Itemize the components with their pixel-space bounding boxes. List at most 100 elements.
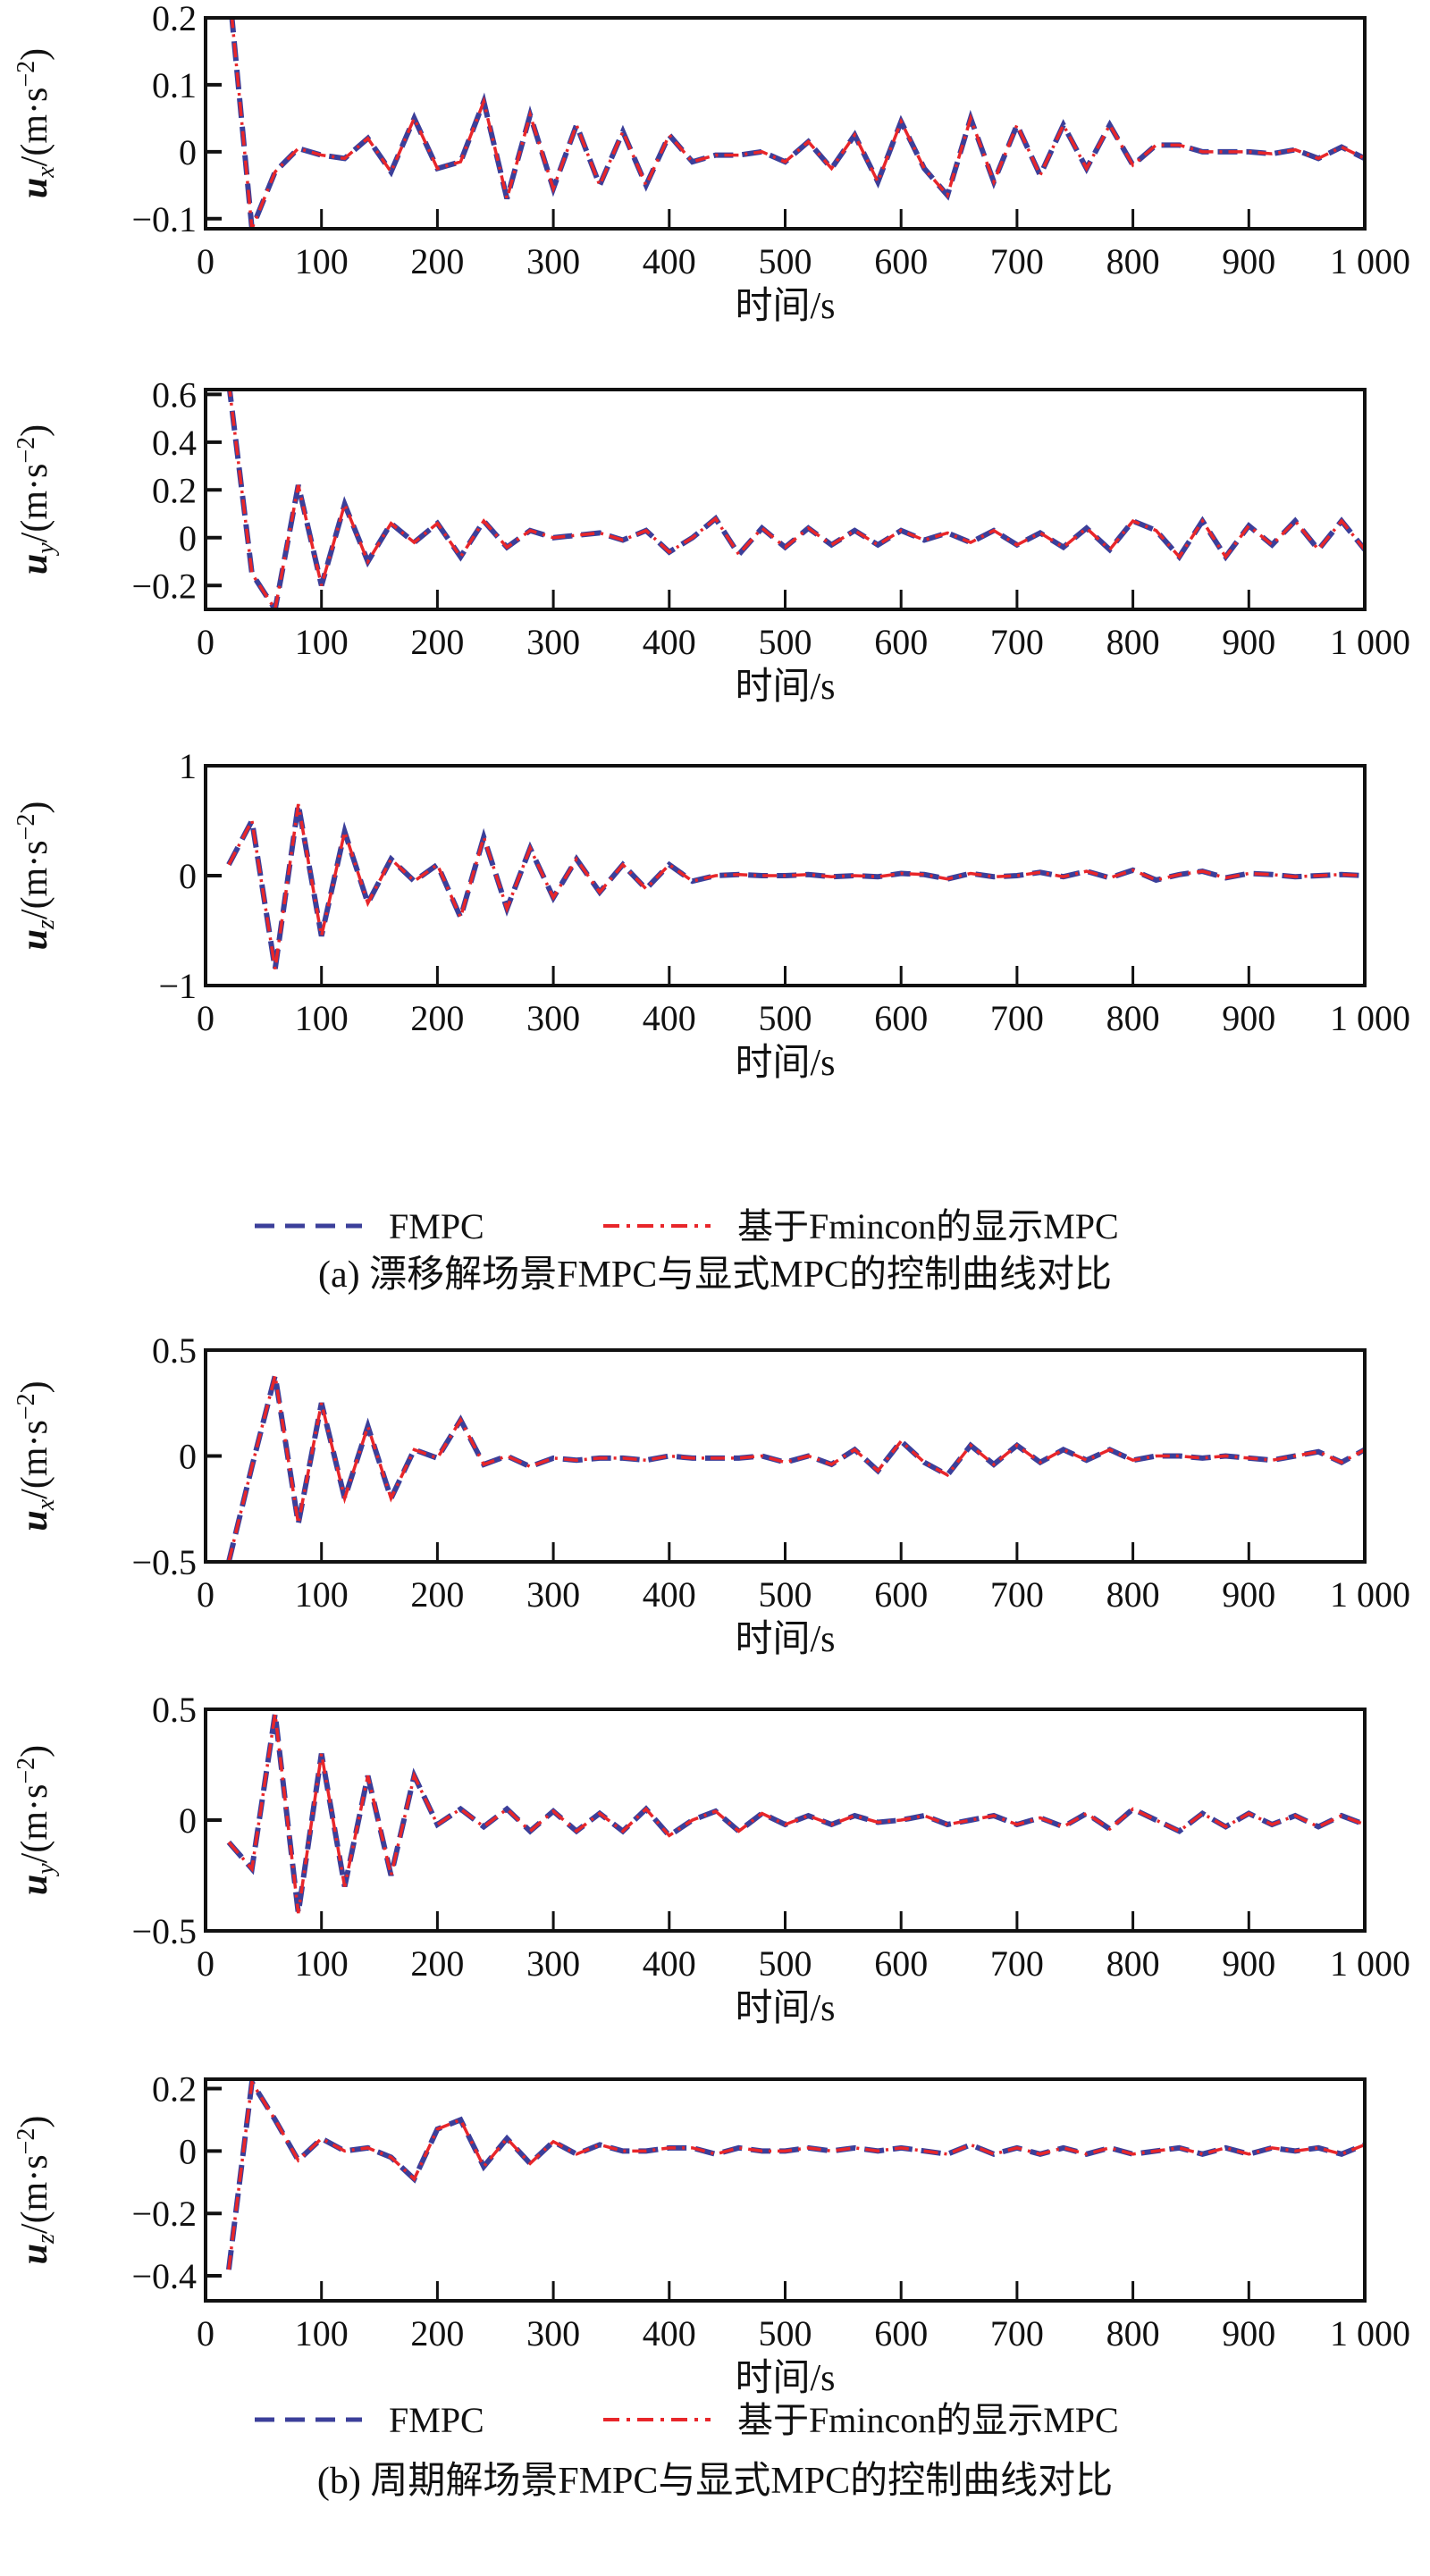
x-tick-label: 1 000 <box>1330 1574 1410 1615</box>
y-axis-label-part: /(m·s <box>14 88 55 167</box>
subplot-5: 0 100 200 300 400 500 600 700 800 900 1 000−0.500.… <box>13 1690 1410 2029</box>
x-tick-label: 700 <box>990 998 1044 1038</box>
series-fmpc-line <box>225 2079 1365 2270</box>
x-tick-label: 100 <box>295 622 349 662</box>
x-tick-label: 700 <box>990 2313 1044 2354</box>
y-axis-label-part: ) <box>14 48 55 61</box>
plot-frame <box>204 388 1367 611</box>
legend-explicit-label: 基于Fmincon的显示MPC <box>737 2400 1119 2440</box>
subplot-2: 0 100 200 300 400 500 600 700 800 900 1 000−0.200.… <box>13 374 1410 708</box>
y-tick-label: 0 <box>179 1437 197 1477</box>
y-axis-label-part: u <box>14 1875 55 1895</box>
x-tick-label: 600 <box>874 1943 928 1984</box>
plots: 0 100 200 300 400 500 600 700 800 900 1 000−0.100.… <box>13 0 1410 2399</box>
x-axis-label: 时间/s <box>735 2358 835 2399</box>
y-axis-label-part: /(m·s <box>14 1420 55 1499</box>
x-tick-label: 100 <box>295 241 349 281</box>
y-axis-label-part: /(m·s <box>14 464 55 543</box>
y-tick-label: 0.4 <box>152 423 197 463</box>
x-tick-label: 300 <box>526 622 580 662</box>
x-tick-label: 800 <box>1106 1943 1160 1984</box>
y-axis-label-part: x <box>32 166 60 179</box>
x-tick-label: 200 <box>410 2313 464 2354</box>
x-tick-label: 1 000 <box>1330 998 1410 1038</box>
series-explicit-mpc-line <box>230 18 1365 229</box>
x-tick-label: 700 <box>990 622 1044 662</box>
series-fmpc-line <box>226 803 1365 970</box>
y-tick-label: 0 <box>179 518 197 558</box>
y-tick-label: 1 <box>179 746 197 786</box>
series-explicit-mpc-line <box>227 1713 1365 1914</box>
x-tick-label: 200 <box>410 622 464 662</box>
x-tick-label: 900 <box>1222 1943 1275 1984</box>
y-tick-label: 0.1 <box>152 65 197 105</box>
x-tick-label: 600 <box>874 241 928 281</box>
x-tick-label: 200 <box>410 998 464 1038</box>
y-axis-label: uz/(m·s−2) <box>13 2116 60 2265</box>
x-tick-label: 700 <box>990 1574 1044 1615</box>
series-fmpc-line <box>226 390 1365 609</box>
subplot-3: 0 100 200 300 400 500 600 700 800 900 1 000−101时间/… <box>13 746 1410 1084</box>
y-axis-label: ux/(m·s−2) <box>13 1380 60 1531</box>
x-tick-label: 500 <box>759 998 812 1038</box>
y-tick-label: 0 <box>179 132 197 172</box>
plot-frame <box>204 16 1367 231</box>
x-axis-label: 时间/s <box>735 1043 835 1084</box>
legend-fmpc-label: FMPC <box>389 1206 484 1246</box>
series-explicit-mpc-line <box>228 390 1365 609</box>
x-axis-label: 时间/s <box>735 667 835 708</box>
y-axis-label-part: z <box>32 919 60 930</box>
y-tick-label: 0.5 <box>152 1330 197 1371</box>
y-axis-label-part: /(m·s <box>14 2154 55 2234</box>
legend-fmpc-label: FMPC <box>389 2400 484 2440</box>
x-tick-label: 300 <box>526 241 580 281</box>
x-tick-label: 600 <box>874 998 928 1038</box>
x-tick-label: 900 <box>1222 622 1275 662</box>
y-axis-label-part: /(m·s <box>14 840 55 919</box>
x-tick-label: 500 <box>759 241 812 281</box>
x-tick-label: 0 <box>197 998 214 1038</box>
x-tick-label: 400 <box>643 2313 696 2354</box>
x-tick-label: 1 000 <box>1330 241 1410 281</box>
y-tick-label: −0.2 <box>131 2194 197 2234</box>
x-tick-label: 800 <box>1106 622 1160 662</box>
y-axis-label-part: −2 <box>13 1758 40 1784</box>
x-tick-label: 300 <box>526 998 580 1038</box>
y-axis-label-part: x <box>32 1498 60 1511</box>
x-tick-label: 800 <box>1106 241 1160 281</box>
y-tick-label: 0.2 <box>152 0 197 38</box>
y-axis-label: uy/(m·s−2) <box>13 424 60 575</box>
y-axis-label-part: ) <box>14 801 55 814</box>
x-tick-label: 900 <box>1222 2313 1275 2354</box>
y-tick-label: −0.5 <box>131 1542 197 1582</box>
x-axis-label: 时间/s <box>735 286 835 327</box>
y-axis-label-part: u <box>14 1510 55 1531</box>
y-tick-label: 0.6 <box>152 374 197 415</box>
x-tick-label: 1 000 <box>1330 2313 1410 2354</box>
x-tick-label: 400 <box>643 622 696 662</box>
x-tick-label: 100 <box>295 998 349 1038</box>
x-tick-label: 200 <box>410 1943 464 1984</box>
y-axis-label-part: ) <box>14 1745 55 1758</box>
y-axis-label-part: u <box>14 929 55 950</box>
y-axis-label-part: u <box>14 554 55 575</box>
y-axis-label: uy/(m·s−2) <box>13 1745 60 1895</box>
y-tick-label: 0.2 <box>152 470 197 510</box>
x-tick-label: 0 <box>197 1943 214 1984</box>
y-tick-label: −1 <box>158 966 197 1006</box>
legend-b: FMPC 基于Fmincon的显示MPC <box>255 2400 1119 2440</box>
y-axis-label-part: y <box>32 1863 60 1877</box>
y-axis-label-part: y <box>32 542 60 557</box>
x-tick-label: 800 <box>1106 2313 1160 2354</box>
legend-explicit-label: 基于Fmincon的显示MPC <box>737 1206 1119 1246</box>
x-tick-label: 100 <box>295 1574 349 1615</box>
y-tick-label: 0.2 <box>152 2068 197 2109</box>
x-tick-label: 900 <box>1222 1574 1275 1615</box>
y-tick-label: 0 <box>179 856 197 896</box>
series-fmpc-line <box>226 1374 1365 1562</box>
y-tick-label: −0.2 <box>131 566 197 606</box>
y-axis-label-part: /(m·s <box>14 1784 55 1864</box>
y-tick-label: −0.5 <box>131 1911 197 1951</box>
series-fmpc-line <box>229 18 1365 229</box>
